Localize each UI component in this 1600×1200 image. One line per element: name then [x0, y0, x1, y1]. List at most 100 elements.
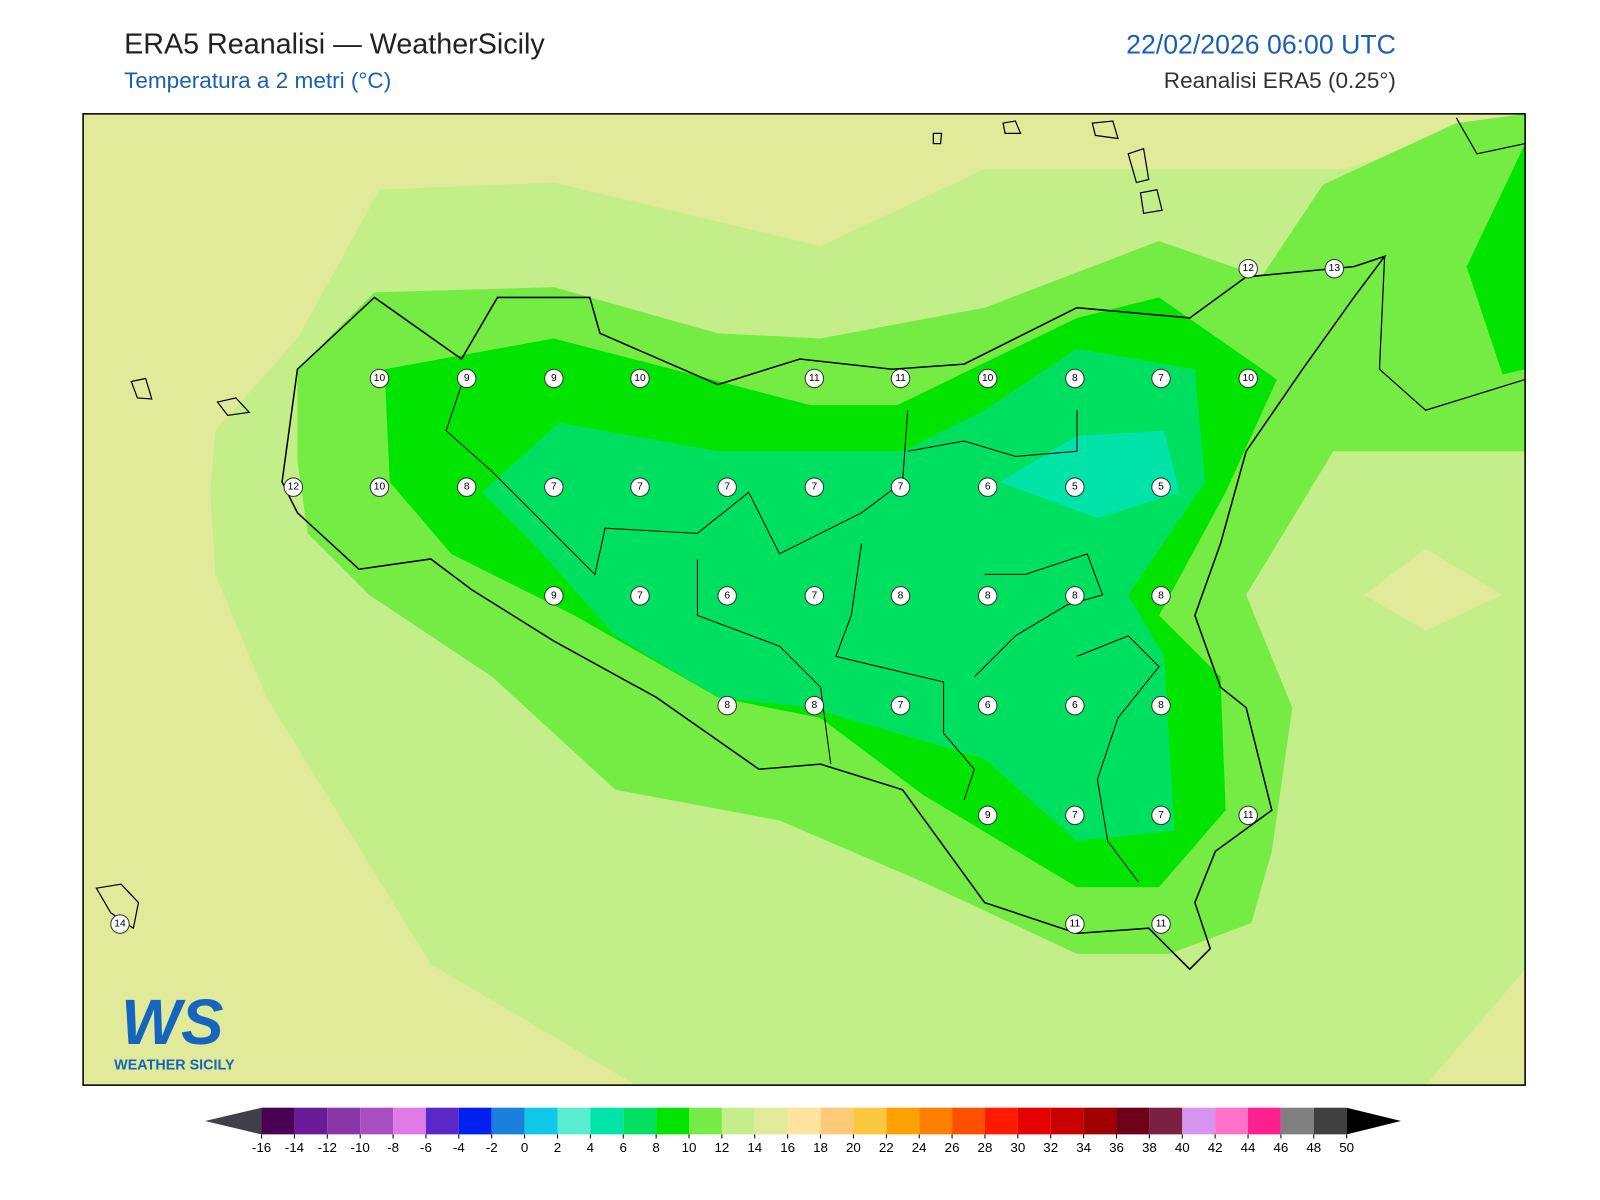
colorbar-tick-label: 28 — [978, 1140, 993, 1155]
station: 6 — [977, 477, 998, 497]
colorbar-tick-label: -14 — [285, 1140, 305, 1155]
station: 8 — [804, 695, 825, 716]
station-marker — [456, 477, 477, 497]
station-value: 9 — [551, 590, 557, 601]
station-value: 10 — [1243, 373, 1255, 384]
station: 11 — [1151, 914, 1171, 934]
station: 8 — [1065, 586, 1085, 606]
station-value: 13 — [1329, 263, 1341, 274]
station-value: 11 — [809, 373, 820, 384]
colorbar-bin — [1248, 1107, 1281, 1135]
station: 7 — [1151, 805, 1171, 826]
colorbar-bin — [491, 1107, 525, 1135]
band-16 — [1364, 548, 1503, 631]
station: 7 — [804, 586, 825, 606]
station-value: 9 — [464, 373, 470, 384]
station-marker — [1065, 805, 1085, 826]
station-value: 7 — [812, 482, 818, 493]
station-value: 7 — [551, 482, 557, 493]
station-marker — [456, 368, 477, 389]
station: 7 — [804, 477, 825, 497]
station-marker — [804, 477, 825, 497]
colorbar-tick-label: 34 — [1076, 1140, 1091, 1155]
station: 10 — [977, 368, 998, 389]
station-value: 6 — [985, 482, 991, 493]
colorbar-tick-label: 50 — [1339, 1140, 1354, 1155]
islands — [95, 120, 1163, 930]
station: 7 — [544, 477, 564, 497]
station: 8 — [1151, 695, 1171, 716]
colorbar-tick-label: 2 — [554, 1140, 561, 1155]
station-marker — [804, 586, 825, 606]
station-marker — [1151, 477, 1171, 497]
station-marker — [630, 368, 650, 389]
temperature-field — [83, 113, 1526, 1086]
colorbar-tick-label: 12 — [714, 1140, 729, 1155]
colorbar-bin — [360, 1107, 394, 1135]
colorbar-bin — [820, 1107, 854, 1135]
station-value: 7 — [898, 700, 904, 711]
station-marker — [544, 477, 564, 497]
coastline — [281, 254, 1387, 971]
station-marker — [630, 477, 650, 497]
colorbar-tick-label: 22 — [879, 1140, 894, 1155]
colorbar-tick-label: -2 — [486, 1140, 498, 1155]
station: 5 — [1065, 477, 1085, 497]
station: 7 — [890, 695, 911, 716]
station-marker — [1238, 805, 1258, 826]
source: Reanalisi ERA5 (0.25°) — [1164, 68, 1396, 93]
colorbar-tick-label: 4 — [587, 1140, 595, 1155]
station-value: 8 — [724, 700, 730, 711]
station-marker — [544, 368, 564, 389]
colorbar-bin — [853, 1107, 887, 1135]
station-marker — [110, 914, 130, 934]
colorbar-bin — [787, 1107, 821, 1135]
title: ERA5 Reanalisi — WeatherSicily — [124, 28, 545, 60]
colorbar-tick-label: -6 — [420, 1140, 432, 1155]
station: 12 — [283, 477, 304, 497]
colorbar-bin — [984, 1107, 1018, 1135]
colorbar-bin — [1017, 1107, 1051, 1135]
station-value: 6 — [1072, 700, 1078, 711]
colorbar: -16 -14 -12 -10 -8 -6 -4 -2 0 2 4 6 8 10 12 14 16 18 20 22 2… — [205, 1107, 1402, 1155]
station-marker — [1238, 258, 1258, 279]
station: 6 — [717, 586, 737, 606]
station-value: 10 — [982, 373, 994, 384]
station: 8 — [456, 477, 477, 497]
station-value: 8 — [812, 700, 818, 711]
station-marker — [369, 477, 390, 497]
colorbar-tick-label: 30 — [1010, 1140, 1025, 1155]
station-marker — [1065, 695, 1085, 716]
colorbar-bin — [952, 1107, 985, 1135]
station: 8 — [890, 586, 911, 606]
colorbar-bin — [1083, 1107, 1117, 1135]
colorbar-bin — [1280, 1107, 1314, 1135]
station-marker — [977, 805, 998, 826]
station: 10 — [369, 477, 390, 497]
station: 9 — [456, 368, 477, 389]
station-value: 8 — [1072, 590, 1078, 601]
colorbar-tick-label: 8 — [652, 1140, 659, 1155]
colorbar-tick-label: 24 — [912, 1140, 927, 1155]
station-value: 12 — [288, 482, 300, 493]
station-marker — [1065, 586, 1085, 606]
station-marker — [977, 477, 998, 497]
station-marker — [804, 695, 825, 716]
station: 7 — [630, 586, 650, 606]
station-marker — [283, 477, 304, 497]
colorbar-bin — [1050, 1107, 1084, 1135]
station-marker — [1151, 914, 1171, 934]
station-value: 7 — [1158, 373, 1164, 384]
colorbar-under — [205, 1107, 262, 1135]
station-value: 10 — [374, 482, 386, 493]
station: 9 — [544, 368, 564, 389]
station-value: 6 — [724, 590, 730, 601]
logo-mark: WS — [121, 987, 223, 1058]
station-value: 7 — [1158, 810, 1164, 821]
station: 11 — [804, 368, 825, 389]
colorbar-bin — [721, 1107, 755, 1135]
station: 7 — [1065, 805, 1085, 826]
colorbar-tick-label: 14 — [747, 1140, 762, 1155]
station-marker — [977, 586, 998, 606]
station: 11 — [1238, 805, 1258, 826]
